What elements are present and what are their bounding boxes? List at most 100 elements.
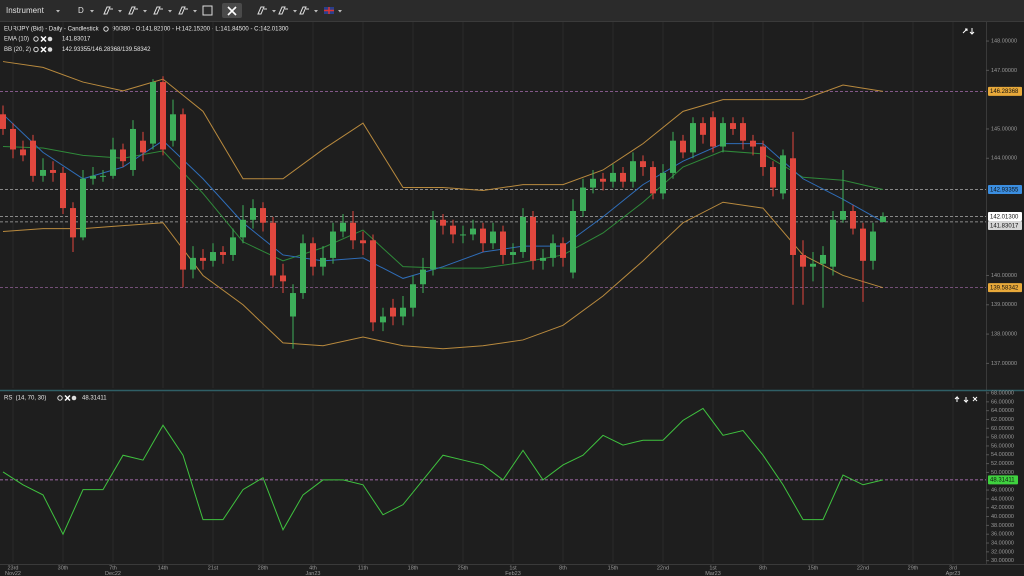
candle-body [780, 155, 786, 194]
price-badge-label: 146.28368 [990, 89, 1019, 95]
dropdown-caret [293, 10, 297, 13]
y-tick-label: 50.00000 [991, 470, 1014, 476]
dropdown-caret [338, 10, 342, 13]
layout-icon[interactable] [202, 5, 213, 16]
candle-body [450, 225, 456, 235]
toolbar-button[interactable] [178, 6, 188, 15]
dropdown-caret [90, 10, 94, 13]
candle-body [700, 123, 706, 135]
candle-body [510, 252, 516, 255]
candle-body [60, 172, 66, 209]
toolbar-button[interactable] [299, 6, 309, 15]
candle-body [530, 216, 536, 261]
rsi-value: 48.31411 [82, 396, 107, 402]
x-tick-label: 4th [309, 565, 317, 571]
y-tick-label: 46.00000 [991, 488, 1014, 494]
candle-body [200, 257, 206, 261]
visibility-icon[interactable] [103, 26, 109, 32]
toolbar-button[interactable] [278, 6, 288, 15]
candle-body [570, 211, 576, 273]
candle-body [380, 316, 386, 323]
remove-icon[interactable] [40, 35, 47, 43]
candle-body [50, 169, 56, 173]
candle-body [120, 149, 126, 162]
rsi-panel-controls[interactable] [954, 395, 978, 404]
crosshair-icon[interactable] [227, 6, 237, 16]
candle-body [190, 257, 196, 270]
timeframe-menu[interactable]: D [78, 6, 84, 15]
candle-body [880, 216, 886, 223]
candle-body [560, 243, 566, 258]
candle-body [340, 222, 346, 232]
candle-body [90, 175, 96, 179]
y-tick-label: 139.00000 [991, 302, 1017, 308]
indicator-line [2, 201, 884, 350]
panel-controls[interactable] [962, 28, 975, 35]
x-tick-sublabel: Nov22 [5, 571, 21, 576]
candle-body [420, 269, 426, 285]
candle-body [620, 172, 626, 182]
candle-body [710, 117, 716, 147]
x-tick-sublabel: Dec22 [105, 571, 121, 576]
tool-icon [128, 6, 138, 15]
x-tick-label: 30th [58, 565, 69, 571]
x-tick-label: 22nd [857, 565, 869, 571]
candle-body [140, 140, 146, 153]
y-tick-label: 54.00000 [991, 452, 1014, 458]
x-tick-sublabel: Apr23 [946, 571, 961, 576]
dropdown-caret [314, 10, 318, 13]
y-tick-label: 68.00000 [991, 390, 1014, 396]
visibility-icon[interactable] [33, 36, 39, 42]
candle-body [860, 228, 866, 261]
y-tick-label: 30.00000 [991, 558, 1014, 564]
x-tick-label: 29th [908, 565, 919, 571]
tool-icon [278, 6, 288, 15]
y-tick-label: 34.00000 [991, 540, 1014, 546]
y-tick-label: 140.00000 [991, 273, 1017, 279]
settings-icon[interactable] [47, 36, 53, 42]
candle-body [740, 123, 746, 141]
candle-body [330, 231, 336, 258]
instrument-menu[interactable]: Instrument [6, 6, 45, 15]
candle-body [460, 234, 466, 236]
price-badge [988, 283, 1022, 293]
price-badge-label: 142.93355 [990, 187, 1019, 193]
candle-body [230, 237, 236, 255]
toolbar-button[interactable] [324, 7, 334, 14]
toolbar-button[interactable] [153, 6, 163, 15]
candle-body [630, 161, 636, 182]
tool-icon [103, 6, 113, 15]
x-tick-label: 8th [559, 565, 567, 571]
remove-icon[interactable] [40, 46, 47, 53]
remove-icon[interactable] [64, 394, 71, 402]
settings-icon[interactable] [47, 47, 53, 52]
dropdown-caret [143, 10, 147, 13]
candle-body [170, 114, 176, 141]
candle-body [810, 263, 816, 267]
toolbar-button[interactable] [103, 6, 113, 15]
settings-icon[interactable] [71, 395, 77, 401]
candle-body [760, 146, 766, 168]
rsi-line [2, 407, 884, 536]
candle-body [640, 161, 646, 168]
y-tick-label: 137.00000 [991, 361, 1017, 367]
toolbar-button[interactable] [257, 6, 267, 15]
candle-body [470, 228, 476, 235]
visibility-icon[interactable] [33, 46, 39, 53]
rsi-badge-label: 48.31411 [990, 478, 1015, 484]
y-tick-label: 52.00000 [991, 461, 1014, 467]
price-badge [988, 185, 1022, 195]
candle-body [730, 123, 736, 129]
price-badge-label: 141.83017 [990, 223, 1019, 229]
candle-body [370, 240, 376, 323]
toolbar-button[interactable] [128, 6, 138, 15]
candle-body [350, 222, 356, 241]
legend-name: BB (20, 2) [4, 47, 31, 53]
candle-body [100, 175, 106, 177]
y-tick-label: 58.00000 [991, 435, 1014, 441]
visibility-icon[interactable] [57, 395, 63, 401]
tool-icon [299, 6, 309, 15]
x-tick-label: 15th [608, 565, 619, 571]
x-tick-label: 23rd [7, 565, 18, 571]
y-tick-label: 44.00000 [991, 496, 1014, 502]
